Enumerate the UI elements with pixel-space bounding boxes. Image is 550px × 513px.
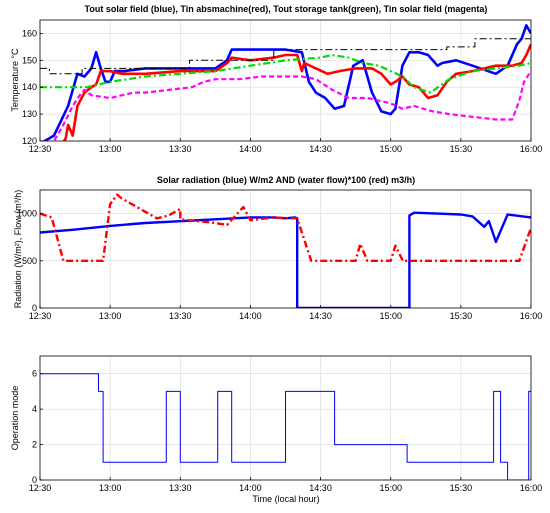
panel-2-frame xyxy=(39,189,532,309)
x-tick-label: 14:00 xyxy=(239,144,262,154)
x-tick-label: 15:30 xyxy=(450,483,473,493)
panel-1-title: Tout solar field (blue), Tin absmachine(… xyxy=(85,4,488,14)
x-tick-label: 12:30 xyxy=(29,311,52,321)
panel-3-ticks: 12:30 13:00 13:30 14:00 14:30 15:00 15:30 16:00… xyxy=(29,369,543,493)
x-tick-label: 14:00 xyxy=(239,311,262,321)
x-tick-label: 14:00 xyxy=(239,483,262,493)
x-tick-label: 15:30 xyxy=(450,311,473,321)
y-tick-label: 120 xyxy=(22,136,37,146)
panel-2-ylabel: Radiation (W/m²), Flow (m³/h) xyxy=(13,190,23,309)
panel-2-title: Solar radiation (blue) W/m2 AND (water f… xyxy=(157,175,415,185)
series-line-1 xyxy=(40,373,531,480)
panel-radiation: Solar radiation (blue) W/m2 AND (water f… xyxy=(13,175,542,321)
panel-2-series xyxy=(40,193,531,308)
panel-1-ylabel: Temperature °C xyxy=(10,48,20,112)
y-tick-label: 2 xyxy=(32,440,37,450)
x-tick-label: 12:30 xyxy=(29,483,52,493)
x-tick-label: 13:30 xyxy=(169,483,192,493)
x-tick-label: 16:00 xyxy=(520,144,543,154)
panel-1-frame xyxy=(39,19,532,142)
x-tick-label: 13:00 xyxy=(99,144,122,154)
series-line-1 xyxy=(42,24,531,141)
series-line-5 xyxy=(40,38,531,75)
x-tick-label: 13:30 xyxy=(169,311,192,321)
panel-operation-mode: 12:30 13:00 13:30 14:00 14:30 15:00 15:30 16:00… xyxy=(10,355,543,504)
y-tick-label: 500 xyxy=(22,256,37,266)
panel-3-frame xyxy=(39,355,532,481)
y-tick-label: 130 xyxy=(22,109,37,119)
x-tick-label: 16:00 xyxy=(520,311,543,321)
x-tick-label: 14:30 xyxy=(309,311,332,321)
panel-2-grid xyxy=(39,190,532,309)
x-tick-label: 13:30 xyxy=(169,144,192,154)
x-tick-label: 13:00 xyxy=(99,311,122,321)
y-tick-label: 6 xyxy=(32,369,37,379)
panel-3-series xyxy=(40,373,531,480)
series-line-3 xyxy=(40,53,531,94)
x-tick-label: 13:00 xyxy=(99,483,122,493)
panel-1-ticks: 12:30 13:00 13:30 14:00 14:30 15:00 15:30 16:00… xyxy=(22,28,542,154)
x-tick-label: 15:00 xyxy=(379,483,402,493)
series-line-4 xyxy=(50,70,531,141)
panel-3-xlabel: Time (local hour) xyxy=(252,494,319,504)
x-tick-label: 15:00 xyxy=(379,144,402,154)
panel-1-series xyxy=(40,24,531,141)
x-tick-label: 12:30 xyxy=(29,144,52,154)
series-line-2 xyxy=(62,43,531,141)
series-line-1 xyxy=(40,211,531,308)
y-tick-label: 140 xyxy=(22,82,37,92)
y-tick-label: 0 xyxy=(32,303,37,313)
y-tick-label: 150 xyxy=(22,55,37,65)
panel-1-grid xyxy=(39,20,532,142)
y-tick-label: 4 xyxy=(32,404,37,414)
panel-2-ticks: 12:30 13:00 13:30 14:00 14:30 15:00 15:30 16:00… xyxy=(17,209,542,321)
x-tick-label: 15:00 xyxy=(379,311,402,321)
x-tick-label: 14:30 xyxy=(309,144,332,154)
panel-3-ylabel: Operation mode xyxy=(10,386,20,451)
y-tick-label: 160 xyxy=(22,28,37,38)
y-tick-label: 0 xyxy=(32,475,37,485)
x-tick-label: 15:30 xyxy=(450,144,473,154)
y-tick-label: 1000 xyxy=(17,209,37,219)
series-line-2 xyxy=(40,193,531,262)
panel-temperature: Tout solar field (blue), Tin absmachine(… xyxy=(10,4,542,154)
x-tick-label: 16:00 xyxy=(520,483,543,493)
x-tick-label: 14:30 xyxy=(309,483,332,493)
